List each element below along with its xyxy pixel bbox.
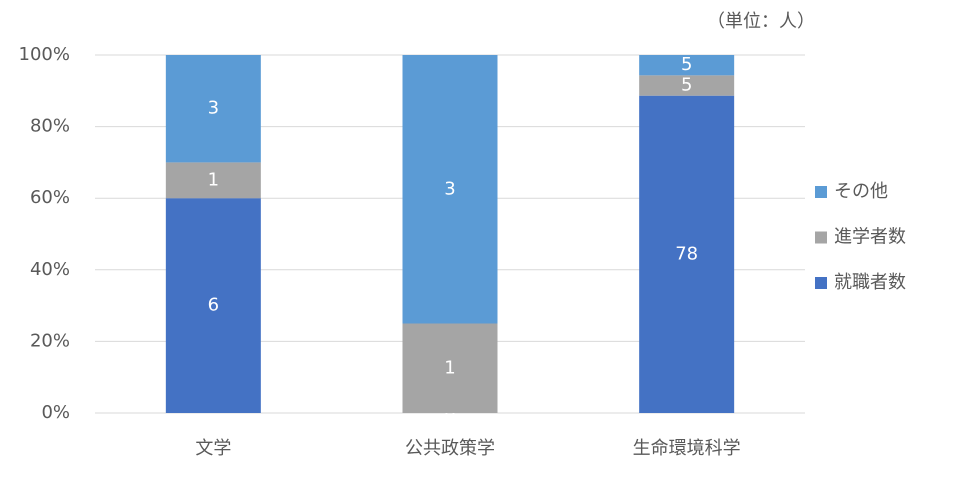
legend-swatch (815, 277, 827, 289)
y-tick-label: 0% (41, 402, 70, 423)
bar-segment (639, 55, 735, 76)
data-label: 1 (208, 169, 219, 190)
data-label: 5 (681, 54, 692, 75)
legend-label: その他 (834, 181, 888, 202)
data-label: 78 (675, 243, 698, 264)
y-tick-label: 80% (30, 116, 70, 137)
y-tick-label: 20% (30, 330, 70, 351)
bar-segment (165, 55, 261, 163)
x-tick-label: 公共政策学 (405, 438, 495, 459)
bar-segment (402, 323, 498, 413)
legend-label: 進学者数 (834, 227, 906, 248)
data-label: 5 (681, 75, 692, 96)
y-tick-label: 100% (19, 44, 70, 65)
legend-swatch (815, 231, 827, 244)
bar-segment (165, 198, 261, 413)
bar-segment (165, 162, 261, 199)
unit-note: （単位：人） (707, 11, 815, 32)
data-label: 3 (444, 178, 455, 199)
data-label: 6 (208, 295, 219, 316)
bar-segment (639, 75, 735, 96)
x-tick-label: 生命環境科学 (633, 438, 741, 459)
bar-segment (639, 95, 735, 413)
bar-segment (402, 55, 498, 324)
data-label: 1 (444, 357, 455, 378)
y-tick-label: 60% (30, 187, 70, 208)
x-tick-label: 文学 (195, 438, 231, 459)
y-tick-label: 40% (30, 259, 70, 280)
data-label: 3 (208, 98, 219, 119)
legend-swatch (815, 186, 827, 198)
legend-label: 就職者数 (834, 272, 906, 293)
